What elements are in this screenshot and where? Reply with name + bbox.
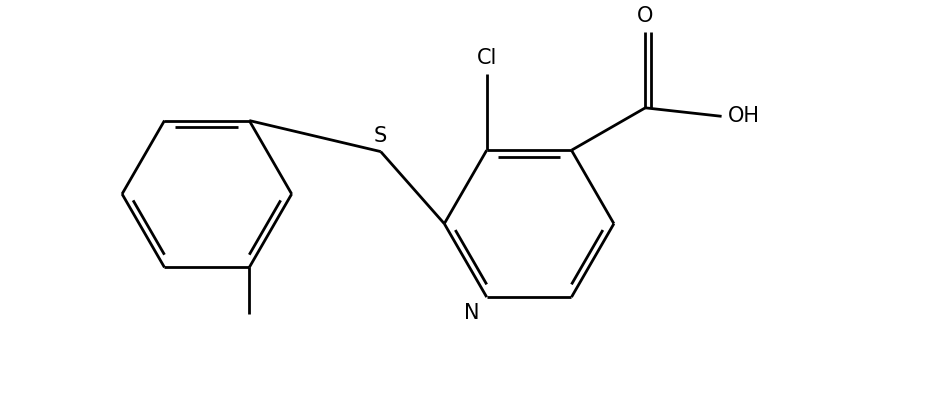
Text: N: N (465, 303, 479, 323)
Text: O: O (637, 6, 654, 26)
Text: Cl: Cl (477, 48, 497, 68)
Text: S: S (374, 126, 387, 146)
Text: OH: OH (728, 106, 761, 126)
